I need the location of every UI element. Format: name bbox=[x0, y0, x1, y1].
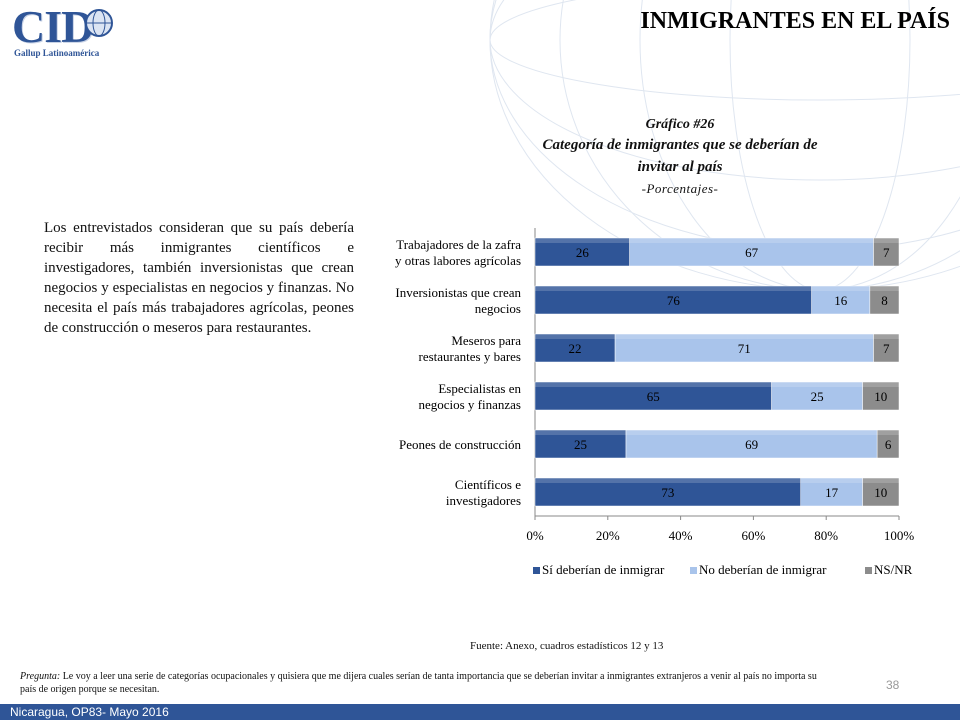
data-label-2-4: 25 bbox=[811, 389, 824, 404]
bar-highlight-1-3 bbox=[535, 334, 616, 339]
bar-highlight-3-2 bbox=[869, 286, 899, 291]
legend-label-3: NS/NR bbox=[874, 562, 913, 577]
summary-paragraph: Los entrevistados consideran que su país… bbox=[44, 220, 354, 336]
data-label-3-1: 7 bbox=[883, 245, 890, 260]
legend-swatch-1 bbox=[533, 567, 540, 574]
bar-1-6 bbox=[534, 477, 801, 507]
footer-text: Nicaragua, OP83- Mayo 2016 bbox=[10, 705, 169, 719]
bar-highlight-3-1 bbox=[873, 238, 899, 243]
category-label-3-2: restaurantes y bares bbox=[418, 349, 521, 364]
x-tick-label-1: 0% bbox=[526, 528, 544, 543]
legend-swatch-2 bbox=[690, 567, 697, 574]
data-label-3-2: 8 bbox=[881, 293, 888, 308]
bar-highlight-2-4 bbox=[771, 382, 863, 387]
cid-gallup-logo: CID Gallup Latinoamérica bbox=[8, 1, 120, 64]
data-label-1-5: 25 bbox=[574, 437, 587, 452]
chart-subtitle: -Porcentajes- bbox=[641, 181, 719, 196]
data-label-1-1: 26 bbox=[576, 245, 590, 260]
data-label-3-3: 7 bbox=[883, 341, 890, 356]
logo-subtitle: Gallup Latinoamérica bbox=[14, 48, 100, 58]
data-label-1-6: 73 bbox=[661, 485, 674, 500]
data-label-3-6: 10 bbox=[874, 485, 887, 500]
logo-text: CID bbox=[12, 1, 94, 52]
bar-highlight-1-4 bbox=[535, 382, 772, 387]
question-text: Le voy a leer una serie de categorías oc… bbox=[20, 671, 817, 695]
x-tick-label-6: 100% bbox=[884, 528, 915, 543]
chart-heading: Gráfico #26 Categoría de inmigrantes que… bbox=[480, 117, 880, 197]
category-label-1-1: Trabajadores de la zafra bbox=[396, 237, 521, 252]
source-note: Fuente: Anexo, cuadros estadísticos 12 y… bbox=[470, 640, 664, 652]
bar-highlight-1-6 bbox=[535, 478, 801, 483]
bar-highlight-3-5 bbox=[877, 430, 899, 435]
bar-highlight-2-1 bbox=[629, 238, 874, 243]
bar-2-5 bbox=[625, 429, 878, 459]
data-label-2-6: 17 bbox=[825, 485, 839, 500]
question-note: Pregunta: Le voy a leer una serie de cat… bbox=[20, 670, 820, 696]
bar-2-4 bbox=[771, 381, 863, 411]
x-tick-label-3: 40% bbox=[669, 528, 693, 543]
bar-highlight-3-4 bbox=[862, 382, 899, 387]
bar-2-1 bbox=[629, 237, 874, 267]
category-label-4-1: Especialistas en bbox=[438, 381, 521, 396]
data-label-1-3: 22 bbox=[569, 341, 582, 356]
bar-3-5 bbox=[876, 429, 900, 459]
bar-2-3 bbox=[614, 333, 874, 363]
category-label-1-2: y otras labores agrícolas bbox=[395, 253, 521, 268]
bar-1-5 bbox=[534, 429, 627, 459]
category-label-5-1: Peones de construcción bbox=[399, 437, 522, 452]
question-label: Pregunta: bbox=[20, 671, 61, 682]
bar-3-1 bbox=[873, 237, 900, 267]
page-number: 38 bbox=[886, 678, 900, 692]
bar-3-3 bbox=[873, 333, 900, 363]
category-label-3-1: Meseros para bbox=[451, 333, 521, 348]
bar-highlight-1-2 bbox=[535, 286, 812, 291]
x-tick-label-2: 20% bbox=[596, 528, 620, 543]
bar-highlight-3-6 bbox=[862, 478, 899, 483]
bar-3-2 bbox=[869, 285, 900, 315]
data-label-2-1: 67 bbox=[745, 245, 759, 260]
bar-highlight-3-3 bbox=[873, 334, 899, 339]
bar-highlight-2-6 bbox=[800, 478, 863, 483]
chart-number: Gráfico #26 bbox=[645, 117, 715, 132]
legend-label-2: No deberían de inmigrar bbox=[699, 562, 827, 577]
legend-label-1: Sí deberían de inmigrar bbox=[542, 562, 665, 577]
chart-title-line1: Categoría de inmigrantes que se deberían… bbox=[542, 137, 818, 153]
data-label-2-5: 69 bbox=[745, 437, 758, 452]
x-tick-label-4: 60% bbox=[741, 528, 765, 543]
bar-highlight-2-3 bbox=[615, 334, 874, 339]
chart-title-line2: invitar al país bbox=[637, 159, 723, 175]
data-label-1-2: 76 bbox=[667, 293, 681, 308]
bar-highlight-2-5 bbox=[626, 430, 878, 435]
slide-title: INMIGRANTES EN EL PAÍS bbox=[640, 8, 950, 34]
data-label-2-3: 71 bbox=[738, 341, 751, 356]
legend-swatch-3 bbox=[865, 567, 872, 574]
footer-bar: Nicaragua, OP83- Mayo 2016 bbox=[0, 704, 960, 720]
bar-2-6 bbox=[800, 477, 863, 507]
data-label-2-2: 16 bbox=[834, 293, 848, 308]
data-label-3-4: 10 bbox=[874, 389, 887, 404]
category-label-6-1: Científicos e bbox=[455, 477, 521, 492]
bar-3-6 bbox=[862, 477, 900, 507]
bar-highlight-2-2 bbox=[811, 286, 870, 291]
x-tick-label-5: 80% bbox=[814, 528, 838, 543]
bar-highlight-1-5 bbox=[535, 430, 626, 435]
category-label-2-2: negocios bbox=[475, 301, 521, 316]
bar-1-3 bbox=[534, 333, 616, 363]
bar-1-4 bbox=[534, 381, 772, 411]
category-label-4-2: negocios y finanzas bbox=[418, 397, 521, 412]
data-label-3-5: 6 bbox=[885, 437, 892, 452]
globe-icon bbox=[85, 9, 113, 37]
data-label-1-4: 65 bbox=[647, 389, 660, 404]
bar-1-2 bbox=[534, 285, 812, 315]
bar-highlight-1-1 bbox=[535, 238, 630, 243]
bar-3-4 bbox=[862, 381, 900, 411]
category-label-6-2: investigadores bbox=[446, 493, 521, 508]
category-label-2-1: Inversionistas que crean bbox=[395, 285, 521, 300]
